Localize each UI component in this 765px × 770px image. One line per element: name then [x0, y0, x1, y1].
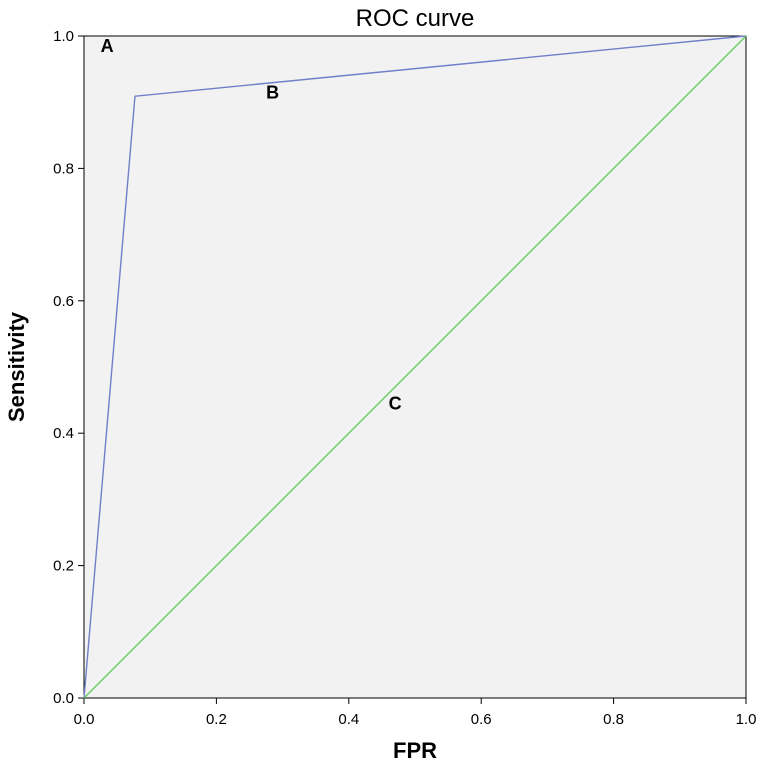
- x-axis-ticks: 0.0 0.2 0.4 0.6 0.8 1.0: [74, 698, 757, 728]
- y-tick-label: 0.0: [53, 690, 74, 707]
- x-tick-label: 0.4: [338, 711, 359, 728]
- annotation-label-a: A: [101, 36, 114, 56]
- x-tick-label: 0.8: [603, 711, 624, 728]
- x-tick-label: 1.0: [736, 711, 757, 728]
- annotation-layer: A B C: [101, 36, 402, 413]
- x-tick-label: 0.6: [471, 711, 492, 728]
- x-tick-label: 0.0: [74, 711, 95, 728]
- annotation-label-c: C: [389, 393, 402, 413]
- y-tick-label: 0.6: [53, 293, 74, 310]
- y-axis-ticks: 0.0 0.2 0.4 0.6 0.8 1.0: [53, 28, 84, 707]
- x-axis-label: FPR: [393, 738, 437, 763]
- chart-title: ROC curve: [356, 5, 475, 32]
- roc-curve-line: [83, 35, 747, 699]
- y-tick-label: 1.0: [53, 28, 74, 45]
- y-tick-label: 0.4: [53, 425, 74, 442]
- reference-diagonal-line: [83, 35, 747, 699]
- y-tick-label: 0.2: [53, 558, 74, 575]
- y-tick-label: 0.8: [53, 160, 74, 177]
- series-layer: [83, 35, 747, 699]
- y-axis-label: Sensitivity: [4, 311, 29, 422]
- x-tick-label: 0.2: [206, 711, 227, 728]
- annotation-label-b: B: [266, 82, 279, 102]
